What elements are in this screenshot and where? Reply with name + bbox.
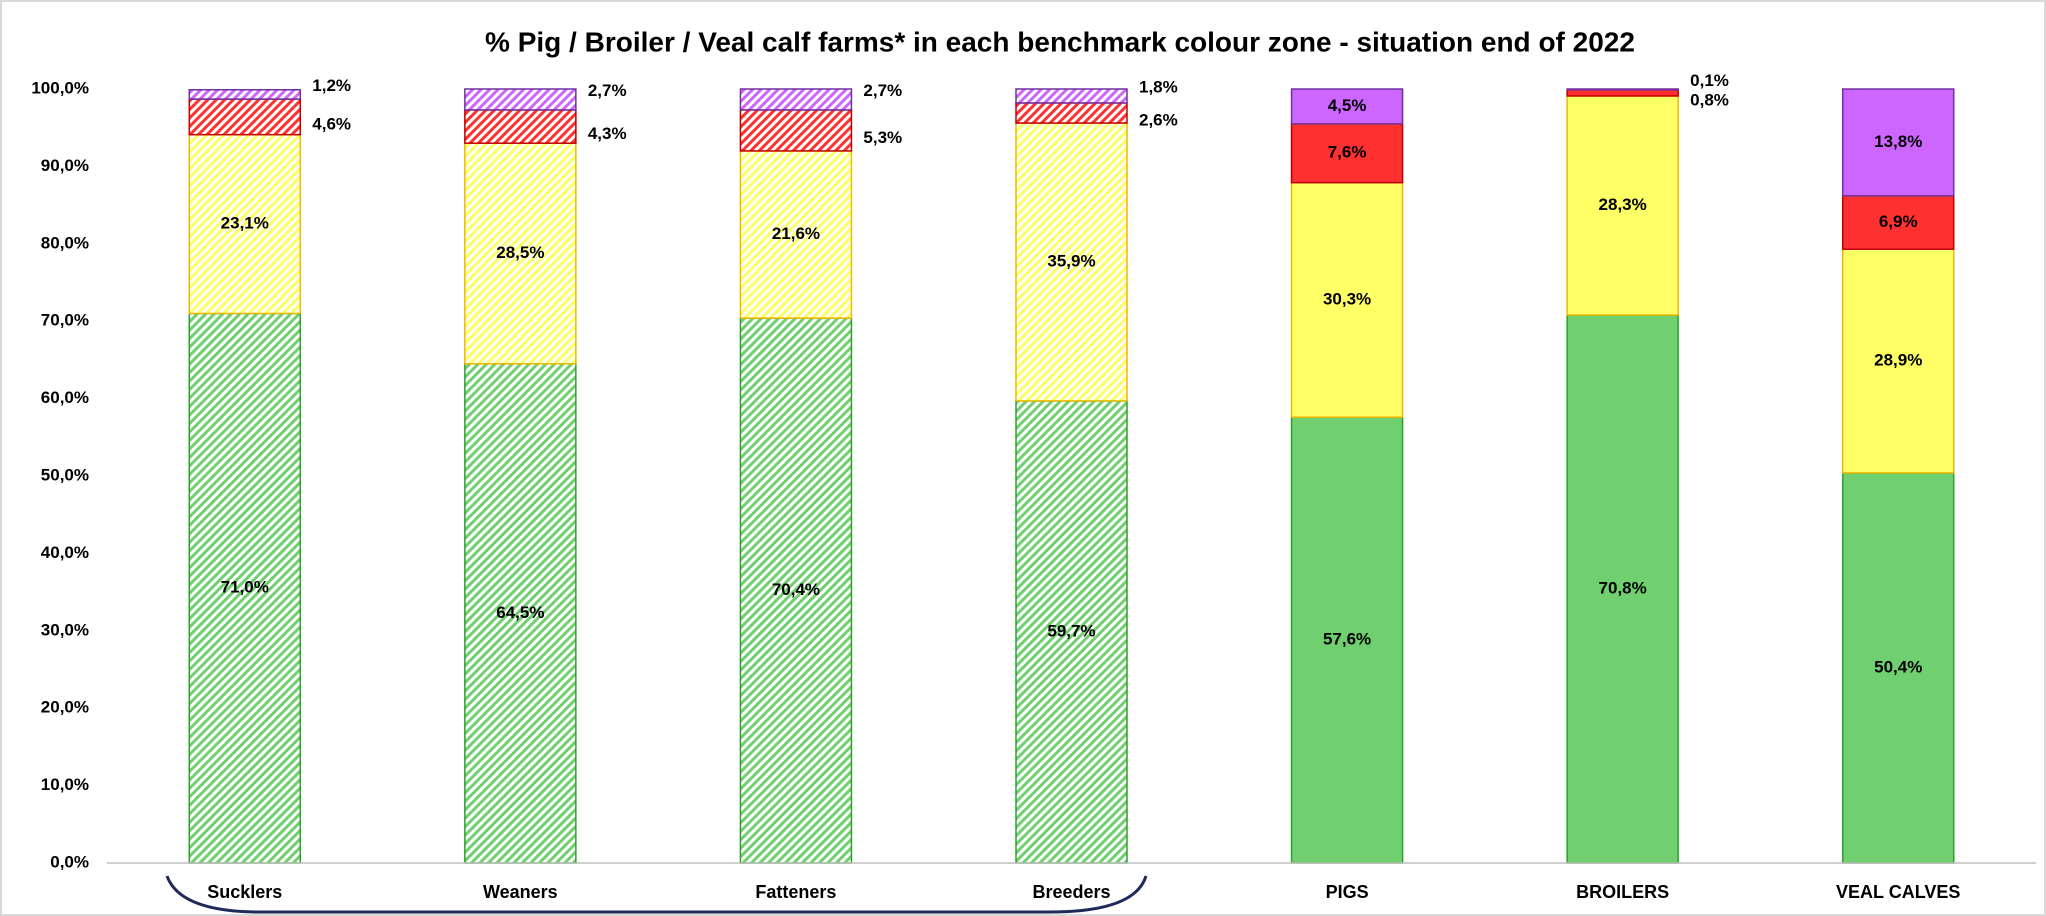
bar-segment (464, 142, 577, 365)
value-label: 1,2% (312, 76, 351, 95)
bar-segment (1841, 195, 1955, 250)
bar-segment (464, 109, 577, 144)
value-label: 6,9% (1879, 212, 1918, 231)
bar-segment (1841, 88, 1955, 197)
group-bracket (165, 875, 1148, 914)
bar-segment (739, 150, 853, 319)
bar-segment (1841, 248, 1955, 474)
value-label: 4,3% (588, 124, 627, 143)
bar-segment (1015, 122, 1128, 402)
bar-segment (1290, 181, 1404, 418)
y-tick-label: 70,0% (41, 311, 89, 330)
bar-segment (739, 109, 853, 152)
value-label: 5,3% (863, 128, 902, 147)
value-label: 59,7% (1047, 621, 1095, 640)
value-label: 28,5% (496, 243, 544, 262)
value-label: 71,0% (221, 578, 269, 597)
bar-segment (739, 88, 853, 111)
bar-segment (464, 363, 577, 864)
bar-segment (1290, 416, 1404, 864)
bar-segment (1290, 88, 1404, 125)
y-tick-label: 60,0% (41, 388, 89, 407)
value-label: 1,8% (1139, 77, 1178, 96)
y-tick-label: 10,0% (41, 775, 89, 794)
bar-segment (1015, 88, 1128, 104)
y-tick-label: 100,0% (31, 78, 89, 97)
value-label: 2,6% (1139, 110, 1178, 129)
bar-segment (1566, 89, 1679, 97)
value-label: 21,6% (772, 224, 820, 243)
value-label: 13,8% (1874, 132, 1922, 151)
y-tick-label: 40,0% (41, 543, 89, 562)
bar-segment (188, 98, 302, 136)
x-tick-label: PIGS (1326, 882, 1369, 902)
value-label: 0,8% (1690, 90, 1729, 109)
value-label: 2,7% (863, 81, 902, 100)
value-label: 4,6% (312, 114, 351, 133)
value-label: 30,3% (1323, 289, 1371, 308)
bar-segment (1290, 123, 1404, 184)
value-label: 70,4% (772, 580, 820, 599)
value-label: 50,4% (1874, 657, 1922, 676)
x-tick-label: Weaners (483, 882, 558, 902)
y-tick-label: 20,0% (41, 698, 89, 717)
bar-segment (1566, 314, 1679, 864)
value-label: 64,5% (496, 603, 544, 622)
bar-segment (1015, 102, 1128, 124)
value-label: 28,9% (1874, 351, 1922, 370)
chart-title: % Pig / Broiler / Veal calf farms* in ea… (485, 26, 1635, 57)
x-tick-label: Breeders (1032, 882, 1110, 902)
y-tick-label: 50,0% (41, 465, 89, 484)
x-tick-label: BROILERS (1576, 882, 1669, 902)
bar-segment (464, 88, 577, 111)
bar-segment (1566, 88, 1679, 91)
bar-segment (188, 89, 302, 100)
y-tick-label: 0,0% (50, 852, 89, 871)
y-tick-label: 80,0% (41, 233, 89, 252)
bar-segment (1566, 95, 1679, 316)
y-tick-label: 30,0% (41, 620, 89, 639)
x-tick-label: VEAL CALVES (1836, 882, 1960, 902)
y-tick-label: 90,0% (41, 156, 89, 175)
value-label: 57,6% (1323, 630, 1371, 649)
bar-segment (188, 312, 302, 864)
value-label: 7,6% (1328, 143, 1367, 162)
x-tick-label: Fatteners (755, 882, 836, 902)
value-label: 28,3% (1599, 195, 1647, 214)
bar-segment (739, 317, 853, 864)
value-label: 70,8% (1599, 578, 1647, 597)
value-label: 2,7% (588, 81, 627, 100)
value-label: 35,9% (1047, 251, 1095, 270)
value-label: 0,1% (1690, 71, 1729, 90)
value-label: 23,1% (221, 214, 269, 233)
bar-segment (1015, 400, 1128, 864)
value-label: 4,5% (1328, 96, 1367, 115)
x-tick-label: Sucklers (207, 882, 282, 902)
